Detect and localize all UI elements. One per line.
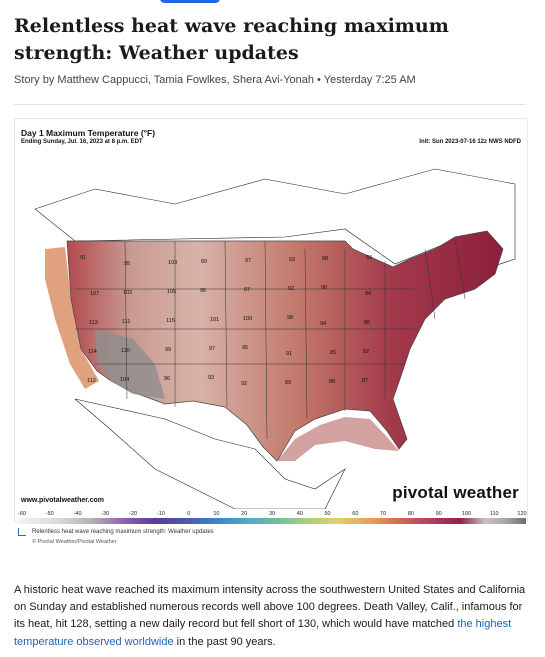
caption-credit: © Pivotal Weather/Pivotal Weather [32, 539, 117, 545]
colorbar-tick: 40 [296, 511, 303, 517]
temperature-label: 84 [365, 291, 371, 297]
temperature-label: 105 [167, 289, 176, 295]
temperature-label: 89 [201, 259, 207, 265]
map-source-url: www.pivotalweather.com [21, 497, 104, 504]
temperature-label: 112 [87, 378, 96, 384]
temperature-label: 91 [286, 351, 292, 357]
paragraph-text-before: A historic heat wave reached its maximum… [14, 584, 526, 631]
top-nav-pill[interactable] [160, 0, 220, 3]
temperature-label: 95 [124, 261, 130, 267]
temperature-label: 92 [241, 381, 247, 387]
colorbar-tick: 10 [213, 511, 220, 517]
temperature-label: 100 [243, 316, 252, 322]
temperature-label: 110 [121, 348, 130, 354]
temperature-label: 107 [90, 291, 99, 297]
colorbar-tick: 20 [241, 511, 248, 517]
temperature-label: 102 [123, 290, 132, 296]
temperature-label: 101 [210, 317, 219, 323]
temperature-label: 103 [168, 260, 177, 266]
conus-temperature-field [66, 230, 504, 462]
gulf-offshore-band [277, 417, 399, 461]
canada-outline [34, 168, 516, 270]
colorbar-tick: -10 [156, 511, 165, 517]
map-title: Day 1 Maximum Temperature (°F) [21, 128, 156, 138]
map-subtitle: Ending Sunday, Jul. 16, 2023 at 8 p.m. E… [21, 139, 143, 145]
record-temperature-link[interactable]: the highest temperature observed worldwi… [14, 618, 512, 648]
colorbar-gradient [18, 518, 526, 524]
temperature-label: 93 [208, 375, 214, 381]
temperature-label: 98 [287, 315, 293, 321]
colorbar-tick: -50 [45, 511, 54, 517]
temperature-label: 95 [242, 345, 248, 351]
divider [14, 104, 526, 105]
temperature-label: 91 [80, 255, 86, 261]
colorbar-tick: -30 [101, 511, 110, 517]
temperature-map: 91 95 103 89 97 93 88 83 107 102 105 96 87 92 90 84 113 1… [34, 168, 516, 509]
state-borders [75, 238, 466, 440]
article-paragraph: A historic heat wave reached its maximum… [14, 582, 528, 651]
article-headline: Relentless heat wave reaching maximum st… [14, 15, 449, 64]
colorbar-tick: 60 [352, 511, 359, 517]
temperature-label: 96 [200, 288, 206, 294]
temperature-label: 88 [329, 379, 335, 385]
colorbar-tick: 90 [435, 511, 442, 517]
temperature-label: 113 [89, 320, 98, 326]
temperature-label: 99 [165, 347, 171, 353]
temperature-label: 87 [244, 287, 250, 293]
temperature-label: 111 [122, 319, 130, 325]
weather-map-image[interactable]: Day 1 Maximum Temperature (°F) Ending Su… [14, 118, 528, 522]
article-byline: Story by Matthew Cappucci, Tamia Fowlkes… [14, 74, 416, 86]
colorbar-tick: 30 [268, 511, 276, 517]
map-init-time: Init: Sun 2023-07-16 12z NWS NDFD [419, 139, 521, 145]
temperature-label: 89 [285, 380, 291, 386]
temperature-labels: 91 95 103 89 97 93 88 83 107 102 105 96 87 92 90 84 113 1… [80, 255, 372, 387]
caption-corner-icon [18, 528, 26, 536]
temperature-label: 104 [120, 377, 129, 383]
colorbar-tick: 0 [187, 511, 191, 517]
colorbar-tick: 110 [489, 511, 499, 517]
paragraph-text-after: in the past 90 years. [173, 635, 276, 648]
temperature-label: 94 [320, 321, 326, 327]
temperature-label: 82 [363, 349, 369, 355]
colorbar-tick: -20 [129, 511, 138, 517]
temperature-label: 92 [288, 286, 294, 292]
colorbar-tick: -60 [18, 511, 26, 517]
temperature-label: 115 [166, 318, 175, 324]
colorbar-tick: -40 [73, 511, 82, 517]
temperature-label: 85 [330, 350, 336, 356]
colorbar-tick: 50 [324, 511, 331, 517]
pivotal-weather-logo: pivotal weather [392, 483, 519, 502]
pacific-coast-band [45, 247, 99, 389]
temperature-label: 93 [289, 257, 295, 263]
temperature-label: 90 [321, 285, 327, 291]
temperature-label: 83 [366, 255, 372, 261]
temperature-label: 96 [164, 376, 170, 382]
temperature-label: 114 [88, 349, 97, 355]
caption-text: Relentless heat wave reaching maximum st… [32, 529, 214, 535]
colorbar-tick: 120 [517, 511, 527, 517]
temperature-label: 97 [245, 258, 251, 264]
temperature-label: 88 [322, 256, 328, 262]
temperature-label: 86 [364, 320, 370, 326]
colorbar-tick: 80 [407, 511, 414, 517]
temperature-colorbar: -60 -50 -40 -30 -20 -10 0 10 20 30 40 50 60 70 80 90 100… [18, 511, 527, 524]
colorbar-tick: 100 [461, 511, 472, 517]
temperature-label: 87 [362, 378, 368, 384]
mexico-outline [74, 398, 346, 509]
colorbar-tick: 70 [380, 511, 387, 517]
temperature-label: 97 [209, 346, 215, 352]
